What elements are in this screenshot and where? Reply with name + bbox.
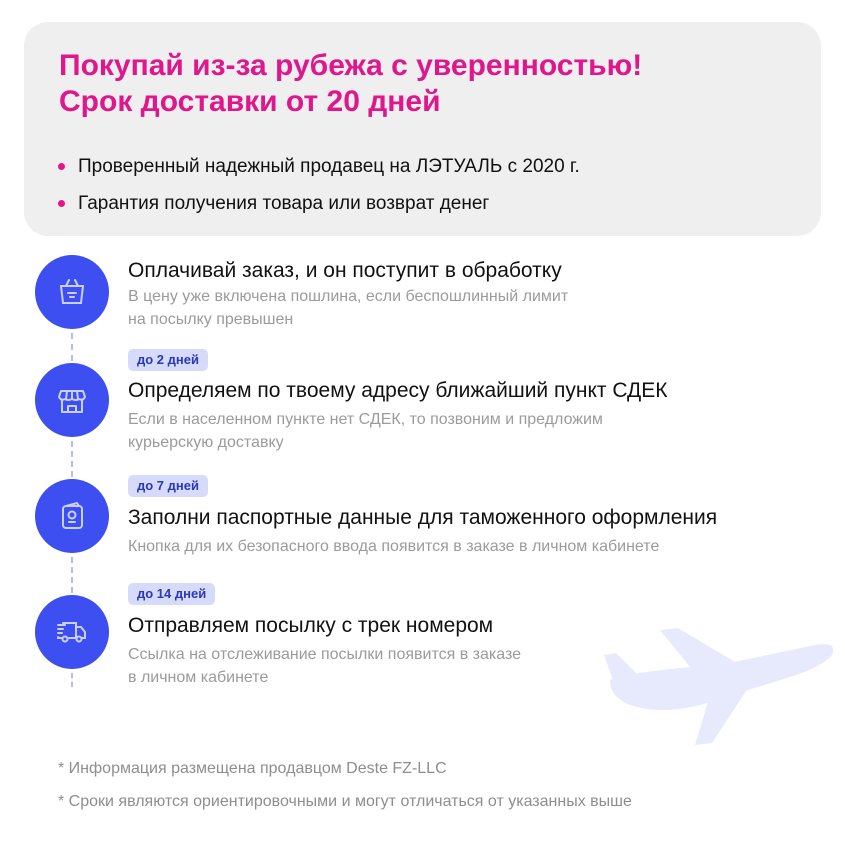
- store-icon: [35, 363, 109, 437]
- step-description-line: В цену уже включена пошлина, если беспош…: [128, 288, 569, 305]
- step-title: Отправляем посылку с трек номером: [128, 614, 494, 637]
- guarantee-list: Проверенный надежный продавец на ЛЭТУАЛЬ…: [58, 148, 580, 222]
- timeline-connector: [71, 557, 73, 593]
- step-description-line: Ссылка на отслеживание посылки появится …: [128, 646, 521, 663]
- bullet-item: Проверенный надежный продавец на ЛЭТУАЛЬ…: [58, 148, 580, 185]
- step-title: Оплачивай заказ, и он поступит в обработ…: [128, 259, 562, 282]
- title-line-1: Покупай из-за рубежа с уверенностью!: [59, 49, 643, 82]
- step-description: В цену уже включена пошлина, если беспош…: [128, 285, 688, 331]
- step-title: Заполни паспортные данные для таможенног…: [128, 506, 718, 529]
- step-description-line: Если в населенном пункте нет СДЕК, то по…: [128, 411, 603, 428]
- step-description: Если в населенном пункте нет СДЕК, то по…: [128, 408, 688, 454]
- step-description: Кнопка для их безопасного ввода появится…: [128, 538, 660, 555]
- page-title: Покупай из-за рубежа с уверенностью! Сро…: [59, 48, 642, 120]
- duration-badge: до 7 дней: [128, 475, 208, 497]
- step-description: Ссылка на отслеживание посылки появится …: [128, 643, 688, 689]
- passport-icon: [35, 479, 109, 553]
- duration-badge: до 14 дней: [128, 583, 216, 605]
- duration-badge: до 2 дней: [128, 349, 208, 371]
- info-card: [24, 22, 821, 236]
- timeline-connector: [71, 333, 73, 361]
- delivery-truck-icon: [35, 595, 109, 669]
- airplane-icon: [604, 628, 834, 745]
- timeline-connector: [71, 673, 73, 687]
- timeline-connector: [71, 441, 73, 477]
- footnote: * Сроки являются ориентировочными и могу…: [58, 793, 632, 810]
- basket-icon: [35, 255, 109, 329]
- footnote: * Информация размещена продавцом Deste F…: [58, 760, 447, 777]
- step-description-line: в личном кабинете: [128, 669, 269, 686]
- title-line-2: Срок доставки от 20 дней: [59, 85, 441, 118]
- step-description-line: на посылку превышен: [128, 311, 294, 328]
- step-title: Определяем по твоему адресу ближайший пу…: [128, 379, 668, 402]
- bullet-item: Гарантия получения товара или возврат де…: [58, 185, 580, 222]
- step-description-line: курьерскую доставку: [128, 434, 284, 451]
